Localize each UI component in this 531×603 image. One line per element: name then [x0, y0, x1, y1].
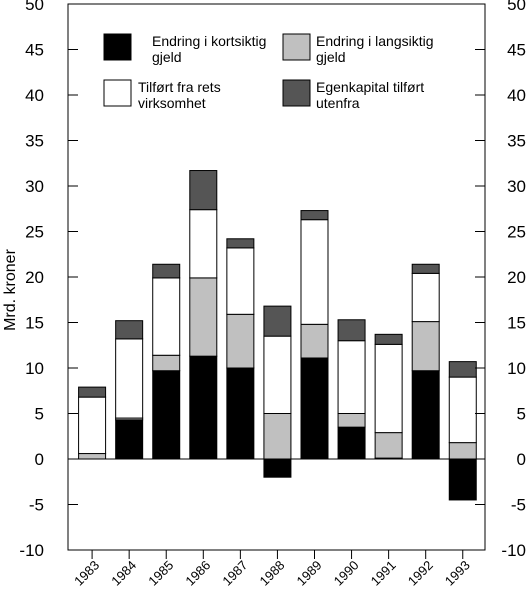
y-tick-label-left: 35 — [25, 132, 44, 151]
bar-segment — [152, 277, 181, 356]
legend-swatch — [103, 79, 132, 107]
y-tick-label-right: 25 — [507, 223, 526, 242]
bar-segment — [300, 210, 329, 221]
bar-segment — [189, 277, 218, 357]
bar-segment — [337, 426, 366, 460]
y-tick-label-right: -5 — [511, 496, 526, 515]
legend-label: Egenkapital tilført — [316, 79, 424, 95]
bar-segment — [411, 263, 440, 274]
bar-segment — [263, 335, 292, 414]
bar-segment — [448, 361, 477, 378]
bar-segment — [78, 386, 107, 398]
bar-segment — [411, 370, 440, 460]
y-tick-label-left: 15 — [25, 314, 44, 333]
bar-segment — [300, 219, 329, 325]
y-tick-label-right: -10 — [501, 541, 526, 560]
bar-segment — [337, 319, 366, 342]
y-tick-label-left: -10 — [19, 541, 44, 560]
y-tick-label-left: 40 — [25, 86, 44, 105]
bar-segment — [226, 367, 255, 460]
legend-label-line2: virksomhet — [138, 95, 206, 111]
legend-swatch — [282, 33, 311, 61]
bar-segment — [78, 396, 107, 455]
y-tick-label-right: 5 — [517, 405, 526, 424]
legend-swatch — [103, 33, 132, 61]
y-tick-label-right: 15 — [507, 314, 526, 333]
y-tick-label-right: 20 — [507, 268, 526, 287]
bar-segment — [263, 305, 292, 337]
y-tick-label-right: 10 — [507, 359, 526, 378]
bar-segment — [337, 340, 366, 415]
y-tick-label-left: -5 — [29, 496, 44, 515]
bar-segment — [263, 458, 292, 478]
bar-segment — [152, 354, 181, 372]
bar-segment — [78, 453, 107, 460]
y-tick-label-left: 0 — [35, 450, 44, 469]
bar-segment — [374, 432, 403, 459]
bar-segment — [337, 413, 366, 428]
y-tick-label-right: 50 — [507, 0, 526, 14]
bar-segment — [448, 442, 477, 460]
y-tick-label-left: 25 — [25, 223, 44, 242]
legend-swatch — [282, 79, 311, 107]
bar-segment — [226, 313, 255, 369]
bar-segment — [448, 458, 477, 501]
y-tick-label-left: 45 — [25, 41, 44, 60]
bar-segment — [115, 419, 144, 460]
bar-segment — [374, 343, 403, 434]
y-tick-label-left: 20 — [25, 268, 44, 287]
legend-label: Endring i langsiktig — [316, 33, 434, 49]
y-tick-label-right: 0 — [517, 450, 526, 469]
y-tick-label-right: 35 — [507, 132, 526, 151]
y-tick-label-right: 45 — [507, 41, 526, 60]
bar-segment — [411, 272, 440, 323]
bar-segment — [189, 209, 218, 279]
bar-segment — [189, 170, 218, 211]
y-tick-label-left: 5 — [35, 405, 44, 424]
bar-segment — [152, 263, 181, 279]
bar-segment — [374, 333, 403, 345]
bar-segment — [115, 338, 144, 419]
bar-segment — [448, 376, 477, 444]
bars-layer — [68, 170, 485, 501]
bar-segment — [115, 320, 144, 340]
legend-label: Endring i kortsiktig — [152, 33, 266, 49]
legend-label-line2: gjeld — [152, 49, 182, 65]
legend-label-line2: gjeld — [316, 49, 346, 65]
legend-label-line2: utenfra — [316, 95, 360, 111]
bar-segment — [189, 355, 218, 460]
bar-segment — [152, 370, 181, 460]
y-tick-label-left: 50 — [25, 0, 44, 14]
y-tick-label-right: 40 — [507, 86, 526, 105]
y-axis-label: Mrd. kroner — [2, 248, 19, 330]
bar-segment — [226, 238, 255, 249]
bar-segment — [300, 357, 329, 460]
legend-label: Tilført fra rets — [138, 79, 221, 95]
y-tick-label-left: 30 — [25, 177, 44, 196]
bar-segment — [300, 323, 329, 359]
bar-segment — [226, 247, 255, 315]
y-tick-label-right: 30 — [507, 177, 526, 196]
bar-segment — [263, 413, 292, 460]
bar-segment — [411, 321, 440, 372]
y-tick-label-left: 10 — [25, 359, 44, 378]
